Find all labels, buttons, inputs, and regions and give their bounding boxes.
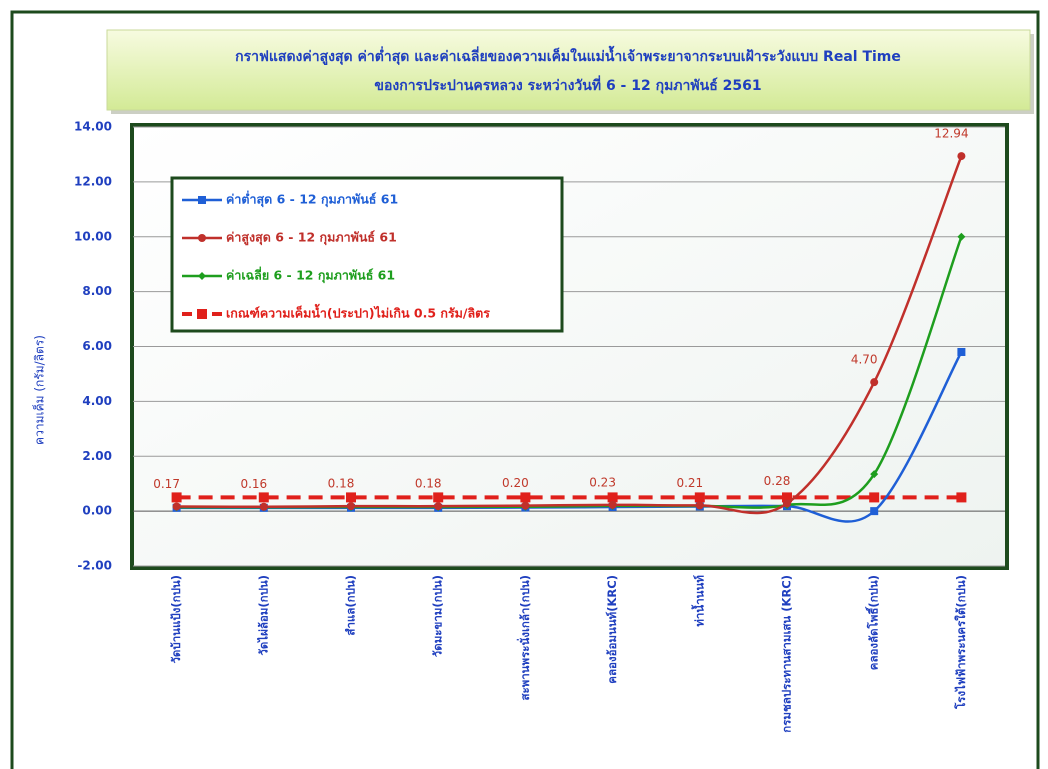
point <box>171 492 182 503</box>
legend-label: ค่าต่ำสุด 6 - 12 กุมภาพันธ์ 61 <box>226 191 398 208</box>
x-tick-label: คลองอ้อมนนท์(KRC) <box>605 575 619 684</box>
point <box>198 272 206 280</box>
y-tick-label: 14.00 <box>74 120 112 134</box>
x-tick-label: ท่าน้ำนนท์ <box>690 575 706 627</box>
x-tick-label: สะพานพระนั่งเกล้า(กปน) <box>516 575 532 701</box>
x-tick-label: กรมชลประทานสามเสน (KRC) <box>780 575 794 733</box>
legend <box>170 176 564 333</box>
y-axis-label: ความเค็ม (กรัม/ลิตร) <box>32 335 47 445</box>
point <box>870 378 879 387</box>
point <box>346 492 356 503</box>
y-tick-label: 0.00 <box>82 504 112 518</box>
point <box>782 492 792 503</box>
chart-title: กราฟแสดงค่าสูงสุด ค่าต่ำสุด และค่าเฉลี่ย… <box>235 45 901 65</box>
data-label: 0.21 <box>676 476 703 490</box>
y-tick-label: 2.00 <box>82 449 112 463</box>
point <box>607 492 618 503</box>
title-box <box>106 29 1031 111</box>
x-tick-label: วัดไผ่ล้อม(กปน) <box>256 575 270 656</box>
point <box>258 492 269 503</box>
y-tick-label: -2.00 <box>77 559 112 573</box>
point <box>869 492 880 503</box>
data-label: 0.20 <box>502 476 529 490</box>
point <box>347 502 355 511</box>
point <box>695 501 704 510</box>
point <box>957 152 966 161</box>
legend-label: ค่าสูงสุด 6 - 12 กุมภาพันธ์ 61 <box>226 230 397 246</box>
point <box>957 232 966 241</box>
point <box>172 502 181 511</box>
data-label: 0.28 <box>764 474 791 488</box>
data-label: 0.18 <box>328 477 355 491</box>
x-tick-label: คลองลัดโพธิ์(กปน) <box>865 575 881 670</box>
point <box>783 499 791 508</box>
data-label: 0.18 <box>415 477 442 491</box>
point <box>259 502 268 511</box>
point <box>434 502 443 511</box>
legend-label: เกณฑ์ความเค็มน้ำ(ประปา)ไม่เกิน 0.5 กรัม/… <box>226 304 490 321</box>
point <box>433 492 444 503</box>
data-label: 12.94 <box>934 127 968 141</box>
data-label: 0.17 <box>153 477 180 491</box>
y-tick-label: 6.00 <box>82 339 112 353</box>
point <box>694 492 705 503</box>
point <box>198 234 206 242</box>
point <box>197 309 207 319</box>
y-tick-label: 4.00 <box>82 394 112 408</box>
point <box>198 196 206 204</box>
x-tick-label: สำแล(กปน) <box>344 575 358 636</box>
point <box>608 500 617 509</box>
y-tick-label: 8.00 <box>82 284 112 298</box>
x-tick-label: วัดมะขาม(กปน) <box>431 575 445 657</box>
chart-title: ของการประปานครหลวง ระหว่างวันที่ 6 - 12 … <box>374 75 761 94</box>
x-tick-label: วัดบ้านแป้ง(กปน) <box>169 575 183 664</box>
point <box>957 347 966 356</box>
y-tick-label: 10.00 <box>74 229 112 243</box>
data-label: 4.70 <box>851 353 878 367</box>
point <box>520 492 531 503</box>
point <box>956 492 967 503</box>
point <box>870 507 879 516</box>
data-label: 0.16 <box>240 477 267 491</box>
legend-label: ค่าเฉลี่ย 6 - 12 กุมภาพันธ์ 61 <box>226 267 395 284</box>
point <box>521 501 530 510</box>
series-line <box>176 155 963 515</box>
x-tick-label: โรงไฟฟ้าพระนครใต้(กปน) <box>953 575 968 710</box>
y-tick-label: 12.00 <box>74 174 112 188</box>
point <box>870 470 879 479</box>
data-label: 0.23 <box>589 475 616 489</box>
